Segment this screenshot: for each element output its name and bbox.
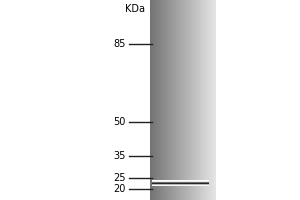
Bar: [179, 0, 180, 200]
Bar: [195, 0, 196, 200]
Bar: [176, 0, 177, 200]
Bar: [162, 0, 163, 200]
Bar: [203, 0, 204, 200]
Bar: [202, 0, 203, 200]
Bar: [169, 0, 170, 200]
Bar: [211, 0, 212, 200]
Bar: [202, 0, 203, 200]
Bar: [151, 0, 152, 200]
Bar: [185, 0, 186, 200]
Bar: [187, 0, 188, 200]
Bar: [168, 0, 169, 200]
Bar: [206, 0, 207, 200]
Bar: [159, 0, 160, 200]
Bar: [191, 0, 192, 200]
Text: 25: 25: [113, 173, 126, 183]
Bar: [193, 0, 194, 200]
Bar: [200, 0, 201, 200]
Bar: [192, 0, 193, 200]
Bar: [157, 0, 158, 200]
Text: KDa: KDa: [125, 4, 146, 14]
Bar: [164, 0, 165, 200]
Bar: [208, 0, 209, 200]
Bar: [189, 0, 190, 200]
Bar: [166, 0, 167, 200]
Bar: [213, 0, 214, 200]
Bar: [178, 0, 179, 200]
Bar: [155, 0, 156, 200]
Bar: [177, 0, 178, 200]
Bar: [212, 0, 213, 200]
Bar: [152, 0, 153, 200]
Bar: [163, 0, 164, 200]
Text: 35: 35: [114, 151, 126, 161]
Bar: [158, 0, 159, 200]
Bar: [175, 0, 176, 200]
Bar: [160, 0, 161, 200]
Bar: [167, 0, 168, 200]
Bar: [182, 0, 183, 200]
Bar: [186, 0, 187, 200]
Bar: [150, 0, 151, 200]
Bar: [160, 0, 161, 200]
Bar: [214, 0, 215, 200]
Bar: [154, 0, 155, 200]
Bar: [170, 0, 171, 200]
Bar: [188, 0, 189, 200]
Bar: [194, 0, 195, 200]
Bar: [199, 0, 200, 200]
Bar: [196, 0, 197, 200]
Bar: [205, 0, 206, 200]
Bar: [165, 0, 166, 200]
Bar: [169, 0, 170, 200]
Bar: [161, 0, 162, 200]
Text: 20: 20: [114, 184, 126, 194]
Bar: [181, 0, 182, 200]
Bar: [180, 0, 181, 200]
Bar: [201, 0, 202, 200]
Bar: [154, 0, 155, 200]
Bar: [198, 0, 199, 200]
Bar: [190, 0, 191, 200]
Bar: [156, 0, 157, 200]
Bar: [173, 0, 174, 200]
Bar: [172, 0, 173, 200]
Bar: [174, 0, 175, 200]
Bar: [204, 0, 205, 200]
Text: 85: 85: [114, 39, 126, 49]
Bar: [184, 0, 185, 200]
Bar: [207, 0, 208, 200]
Bar: [215, 0, 216, 200]
Bar: [210, 0, 211, 200]
Bar: [209, 0, 210, 200]
Bar: [171, 0, 172, 200]
Bar: [196, 0, 197, 200]
Bar: [183, 0, 184, 200]
Text: 50: 50: [114, 117, 126, 127]
Bar: [153, 0, 154, 200]
Bar: [197, 0, 198, 200]
